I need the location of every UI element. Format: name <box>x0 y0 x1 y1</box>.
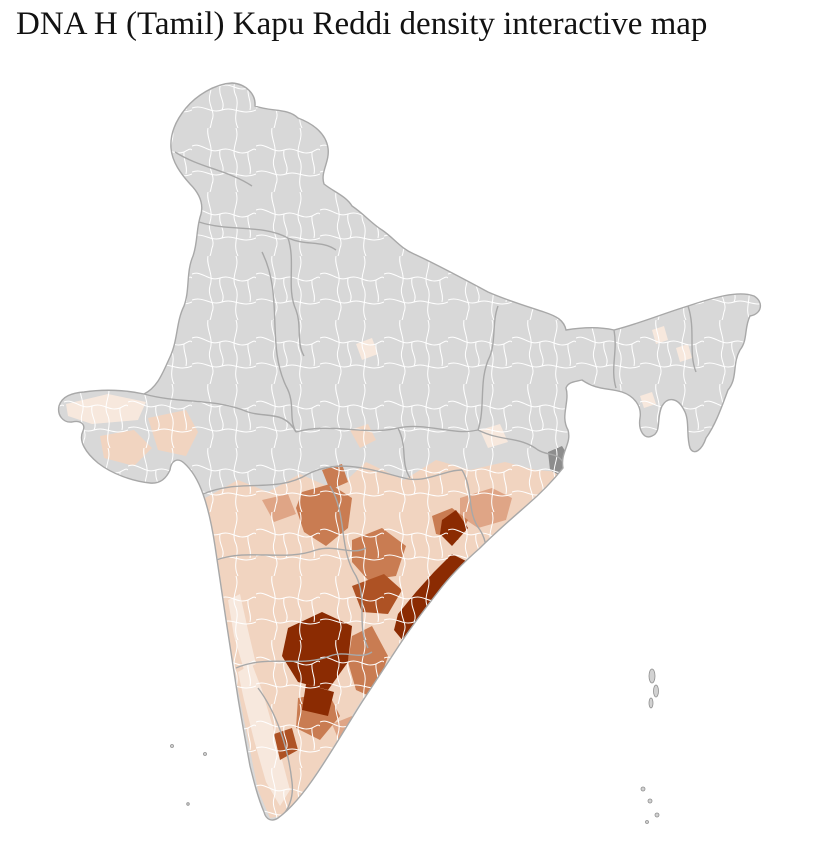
state-border-line <box>329 485 369 649</box>
nicobar-island[interactable] <box>645 820 649 824</box>
state-border-line <box>198 221 337 251</box>
page-title: DNA H (Tamil) Kapu Reddi density interac… <box>16 6 708 42</box>
density-layer <box>58 83 761 820</box>
islands <box>170 668 660 824</box>
andaman-island[interactable] <box>648 697 654 709</box>
state-border-line <box>477 429 564 463</box>
state-border-line <box>202 465 463 495</box>
state-border-line <box>295 425 479 433</box>
state-border-line <box>257 687 294 817</box>
lakshadweep-island[interactable] <box>203 752 207 756</box>
lakshadweep-island[interactable] <box>170 744 174 748</box>
andaman-island[interactable] <box>653 684 659 698</box>
state-border-line <box>174 151 253 187</box>
state-border-line <box>397 427 411 479</box>
lakshadweep-island[interactable] <box>186 802 190 806</box>
state-border-line <box>143 393 297 433</box>
state-border-line <box>687 305 697 373</box>
islands-stroked <box>170 668 660 824</box>
state-border-line <box>215 547 367 561</box>
state-border-line <box>235 651 373 669</box>
nicobar-island[interactable] <box>647 798 653 804</box>
state-border-line <box>477 305 499 431</box>
state-border-line <box>613 329 617 389</box>
nicobar-islands[interactable] <box>640 786 660 824</box>
state-border-line <box>287 237 305 357</box>
district-boundaries <box>58 83 761 820</box>
nicobar-island[interactable] <box>640 786 646 792</box>
andaman-island[interactable] <box>648 668 656 684</box>
andaman-islands[interactable] <box>648 668 659 709</box>
state-border-line <box>261 251 297 433</box>
nicobar-island[interactable] <box>654 812 660 818</box>
lakshadweep-islands[interactable] <box>170 744 207 806</box>
